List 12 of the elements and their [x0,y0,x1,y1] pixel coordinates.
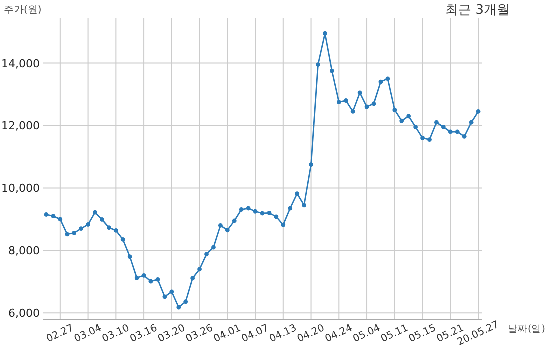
y-tick-label: 12,000 [2,120,40,133]
x-axis-title: 날짜(일) [508,324,546,335]
y-axis-title: 주가(원) [4,5,42,16]
y-tick-label: 6,000 [8,307,40,320]
y-tick-label: 10,000 [2,182,40,196]
x-tick-label: 04.01 [212,322,243,346]
x-tick-label: 03.10 [100,322,132,346]
chart-title: 최근 3개월 [446,3,510,18]
x-tick-label: 05.11 [380,322,410,346]
x-tick-label: 03.20 [156,322,188,346]
y-tick-label: 14,000 [2,57,40,70]
y-tick-label: 8,000 [8,244,40,258]
